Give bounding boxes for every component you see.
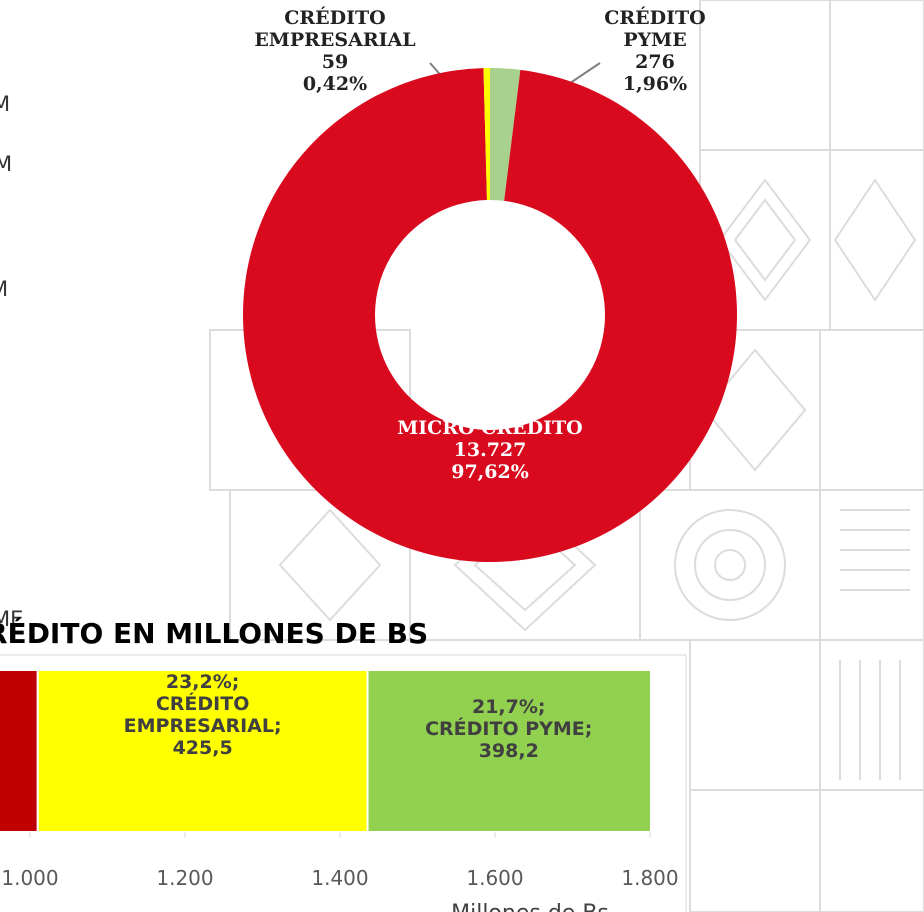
bar-data-label: 23,2%; CRÉDITO EMPRESARIAL; 425,5 — [93, 672, 313, 759]
slice-value: 13.727 — [355, 440, 625, 462]
slice-value: 59 — [235, 52, 435, 74]
slice-percentage: 0,42% — [235, 74, 435, 96]
slice-category: MICRO CRÉDITO — [355, 418, 625, 440]
x-tick-label: 1.400 — [311, 866, 368, 890]
slide: 1.0001.2001.4001.6001.800Millones de Bs … — [0, 0, 924, 912]
x-tick-label: 1.000 — [1, 866, 58, 890]
x-tick-label: 1.200 — [156, 866, 213, 890]
slice-category: CRÉDITO PYME — [585, 8, 725, 52]
slice-category: CRÉDITO EMPRESARIAL — [235, 8, 435, 52]
slice-value: 276 — [585, 52, 725, 74]
x-axis-title: Millones de Bs — [451, 901, 609, 912]
x-tick-label: 1.800 — [621, 866, 678, 890]
clipped-label: M — [0, 92, 10, 116]
clipped-label: M — [0, 152, 12, 176]
chart-title: RÉDITO EN MILLONES DE BS — [0, 618, 428, 650]
bar-segment — [0, 670, 38, 832]
slice-percentage: 1,96% — [585, 74, 725, 96]
clipped-label: M — [0, 277, 8, 301]
x-tick-label: 1.600 — [466, 866, 523, 890]
bar-data-label: 21,7%; CRÉDITO PYME; 398,2 — [399, 697, 619, 763]
slice-percentage: 97,62% — [355, 462, 625, 484]
